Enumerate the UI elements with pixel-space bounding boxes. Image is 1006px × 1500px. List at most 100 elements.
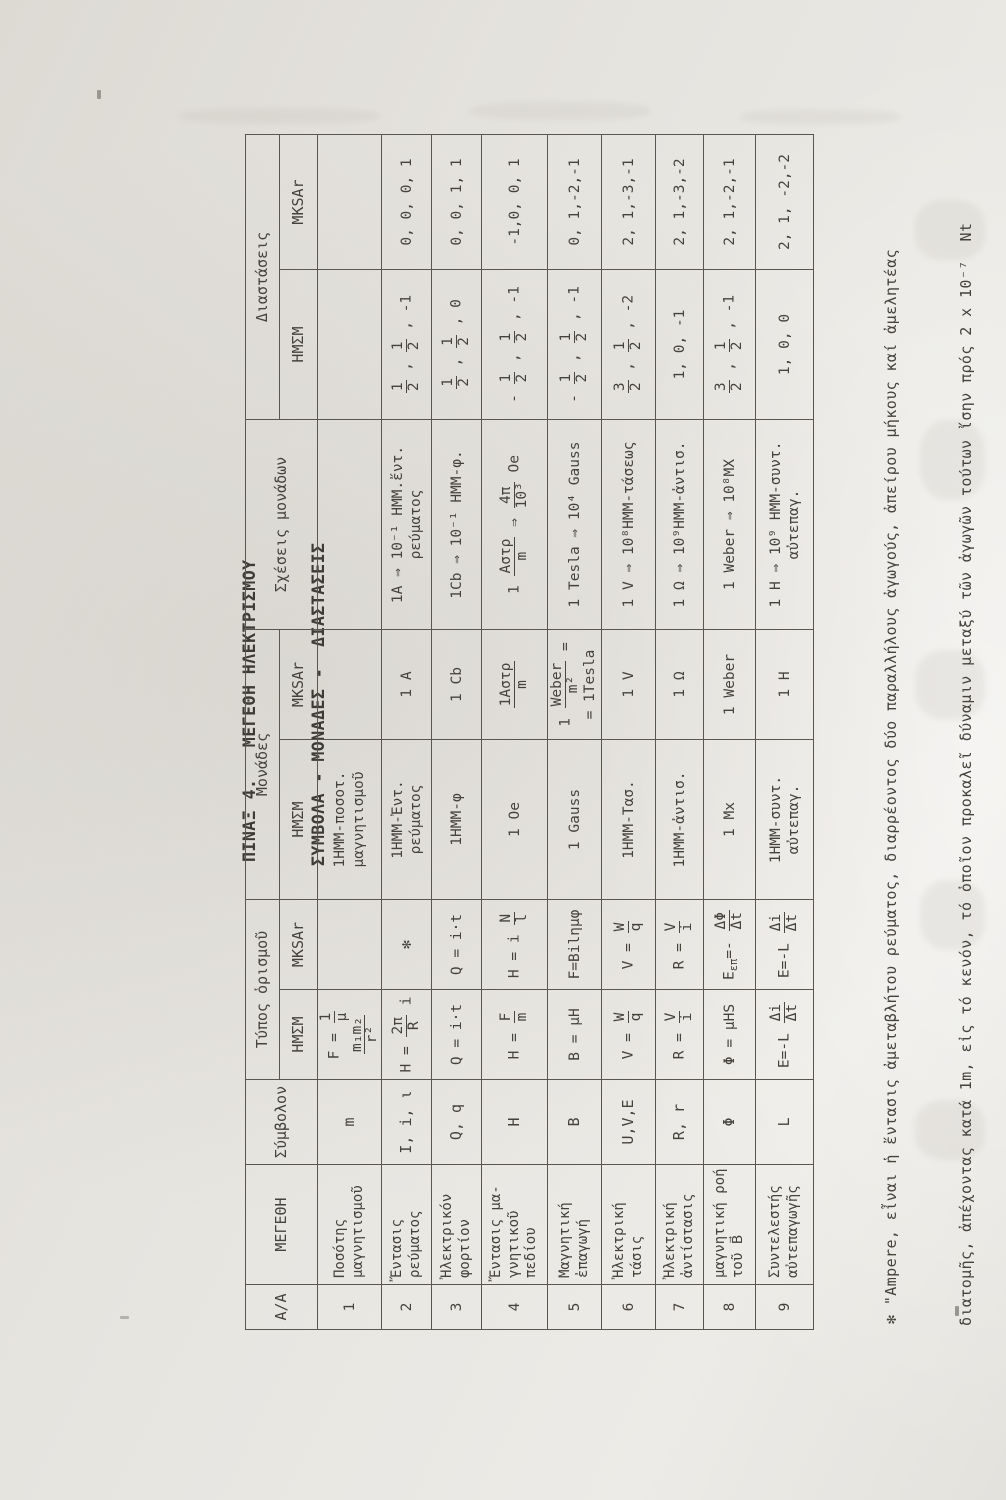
cell-unit-relation: 1 Αστρ m ⇒ 4π 10³ Oe xyxy=(481,419,548,630)
cell-aa: 9 xyxy=(755,1284,814,1330)
ampere-definition-footnote: ✻ "Ampere, εἶναι ἡ ἔντασις ἀμεταβλήτου ρ… xyxy=(829,138,1006,1326)
cell-unit-relation: 1 Tesla ⇒ 10⁴ Gauss xyxy=(547,419,602,630)
cell-unit-mksar: 1Αστρ m xyxy=(481,629,548,740)
subheader-diastaseis-mksar: MKSAr xyxy=(279,134,318,270)
col-header-typos-orismou: Τύπος ὁρισμοῦ xyxy=(245,899,280,1080)
cell-unit-hmsm: 1 Mx xyxy=(703,739,756,900)
cell-unit-mksar xyxy=(317,629,382,740)
cell-formula-hmsm: B = μΗ xyxy=(547,989,602,1080)
col-header-aa: Α/Α xyxy=(245,1284,318,1330)
cell-unit-mksar: 1 Weber xyxy=(703,629,756,740)
cell-unit-relation: 1Cb ⇒ 10⁻¹ ΗΜΜ-φ. xyxy=(431,419,482,630)
bleed-smudge xyxy=(915,650,985,720)
ink-speck xyxy=(120,1316,129,1319)
cell-symbol: H xyxy=(481,1079,548,1165)
cell-aa: 7 xyxy=(655,1284,704,1330)
footnote-line-1: ✻ "Ampere, εἶναι ἡ ἔντασις ἀμεταβλήτου ρ… xyxy=(882,248,900,1324)
header-row-groups: Α/Α ΜΕΓΕΘΗ Σύμβολον Τύπος ὁρισμοῦ Μονάδε… xyxy=(245,134,318,1330)
cell-aa: 4 xyxy=(481,1284,548,1330)
cell-unit-relation: 1 H ⇒ 10⁹ ΗΜΜ-συντ. αὐτεπαγ. xyxy=(755,419,814,630)
cell-symbol: L xyxy=(755,1079,814,1165)
cell-dimensions-mksar: 2, 1,-3,-1 xyxy=(601,134,656,270)
cell-unit-mksar: 1 A xyxy=(381,629,432,740)
cell-dimensions-mksar: 2, 1,-2,-1 xyxy=(703,134,756,270)
cell-formula-mksar: E=-L Δi Δt xyxy=(755,899,814,990)
cell-quantity-name: Ποσότης μαγνητισμοῦ xyxy=(317,1164,382,1285)
table-row: 3 Ἠλεκτρικόν φορτίον Q, q Q = i·t Q = i·t… xyxy=(431,134,482,1330)
subheader-typos-mksar: MKSAr xyxy=(279,899,318,990)
cell-unit-relation: 1 Ω ⇒ 10⁹ΗΜΜ-ἀντισ. xyxy=(655,419,704,630)
cell-symbol: Q, q xyxy=(431,1079,482,1165)
cell-unit-hmsm: 1ΗΜΜ-φ xyxy=(431,739,482,900)
cell-formula-hmsm: Φ = μHS xyxy=(703,989,756,1080)
cell-symbol: U,V,E xyxy=(601,1079,656,1165)
ink-speck xyxy=(955,1306,959,1316)
cell-unit-mksar: 1 V xyxy=(601,629,656,740)
table-row: 5 Μαγνητική ἐπαγωγή B B = μΗ F=Bilημφ 1 G… xyxy=(547,134,602,1330)
bleed-smudge xyxy=(740,110,900,124)
cell-formula-mksar xyxy=(317,899,382,990)
cell-unit-hmsm: 1ΗΜΜ-ποσοτ. μαγνητισμοῦ xyxy=(317,739,382,900)
bleed-smudge xyxy=(915,1100,985,1160)
cell-unit-relation xyxy=(317,419,382,630)
cell-aa: 3 xyxy=(431,1284,482,1330)
subheader-monades-hmsm: ΗΜΣΜ xyxy=(279,739,318,900)
cell-dimensions-hmsm: 1, 0, 0 xyxy=(755,269,814,420)
cell-quantity-name: Ἠλεκτρική ἀντίστασις xyxy=(655,1164,704,1285)
cell-quantity-name: Ἔντασις ρεύματος xyxy=(381,1164,432,1285)
cell-quantity-name: Ἔντασις μα-γνητικοῦ πεδίου xyxy=(481,1164,548,1285)
cell-unit-mksar: 1 Weber m² = = 1Tesla xyxy=(547,629,602,740)
cell-symbol: I, i, ι xyxy=(381,1079,432,1165)
cell-aa: 8 xyxy=(703,1284,756,1330)
cell-formula-mksar: Q = i·t xyxy=(431,899,482,990)
cell-dimensions-mksar: 0, 0, 0, 1 xyxy=(381,134,432,270)
quantities-units-dimensions-table: Α/Α ΜΕΓΕΘΗ Σύμβολον Τύπος ὁρισμοῦ Μονάδε… xyxy=(245,134,814,1330)
col-header-diastaseis: Διαστάσεις xyxy=(245,134,280,420)
cell-dimensions-mksar xyxy=(317,134,382,270)
cell-unit-hmsm: 1ΗΜΜ-Τασ. xyxy=(601,739,656,900)
cell-formula-mksar: Eεπ=- ΔΦ Δt xyxy=(703,899,756,990)
cell-quantity-name: Μαγνητική ἐπαγωγή xyxy=(547,1164,602,1285)
rotated-table-block: ΠΙΝΑΞ 4. ΜΕΓΕΘΗ ΗΛΕΚΤΡΙΣΜΟΥ ΣΥΜΒΟΛΑ - ΜΟ… xyxy=(139,134,975,1330)
footnote-line-2: διατομῆς, ἀπέχοντας κατά 1m, εἰς τό κενό… xyxy=(957,222,975,1326)
cell-dimensions-mksar: 0, 0, 1, 1 xyxy=(431,134,482,270)
subheader-diastaseis-hmsm: ΗΜΣΜ xyxy=(279,269,318,420)
cell-aa: 2 xyxy=(381,1284,432,1330)
bleed-smudge xyxy=(470,102,650,120)
cell-dimensions-mksar: 0, 1,-2,-1 xyxy=(547,134,602,270)
cell-formula-mksar: F=Bilημφ xyxy=(547,899,602,990)
bleed-smudge xyxy=(920,420,985,500)
cell-unit-hmsm: 1 Gauss xyxy=(547,739,602,900)
cell-dimensions-mksar: 2, 1,-3,-2 xyxy=(655,134,704,270)
cell-quantity-name: Συντελεστής αὐτεπαγωγῆς xyxy=(755,1164,814,1285)
cell-unit-hmsm: 1 Oe xyxy=(481,739,548,900)
cell-aa: 5 xyxy=(547,1284,602,1330)
subheader-typos-hmsm: ΗΜΣΜ xyxy=(279,989,318,1080)
col-header-megethi: ΜΕΓΕΘΗ xyxy=(245,1164,318,1285)
table-row: 8 μαγνητική ροή τοῦ B⃗ Φ Φ = μHS Eεπ=- ΔΦ… xyxy=(703,134,756,1330)
cell-unit-mksar: 1 Ω xyxy=(655,629,704,740)
cell-aa: 1 xyxy=(317,1284,382,1330)
cell-dimensions-mksar: 2, 1, -2,-2 xyxy=(755,134,814,270)
bleed-smudge xyxy=(180,108,380,124)
col-header-monades: Μονάδες xyxy=(245,629,280,900)
table-row: 9 Συντελεστής αὐτεπαγωγῆς L E=-L Δi Δt E=-… xyxy=(755,134,814,1330)
